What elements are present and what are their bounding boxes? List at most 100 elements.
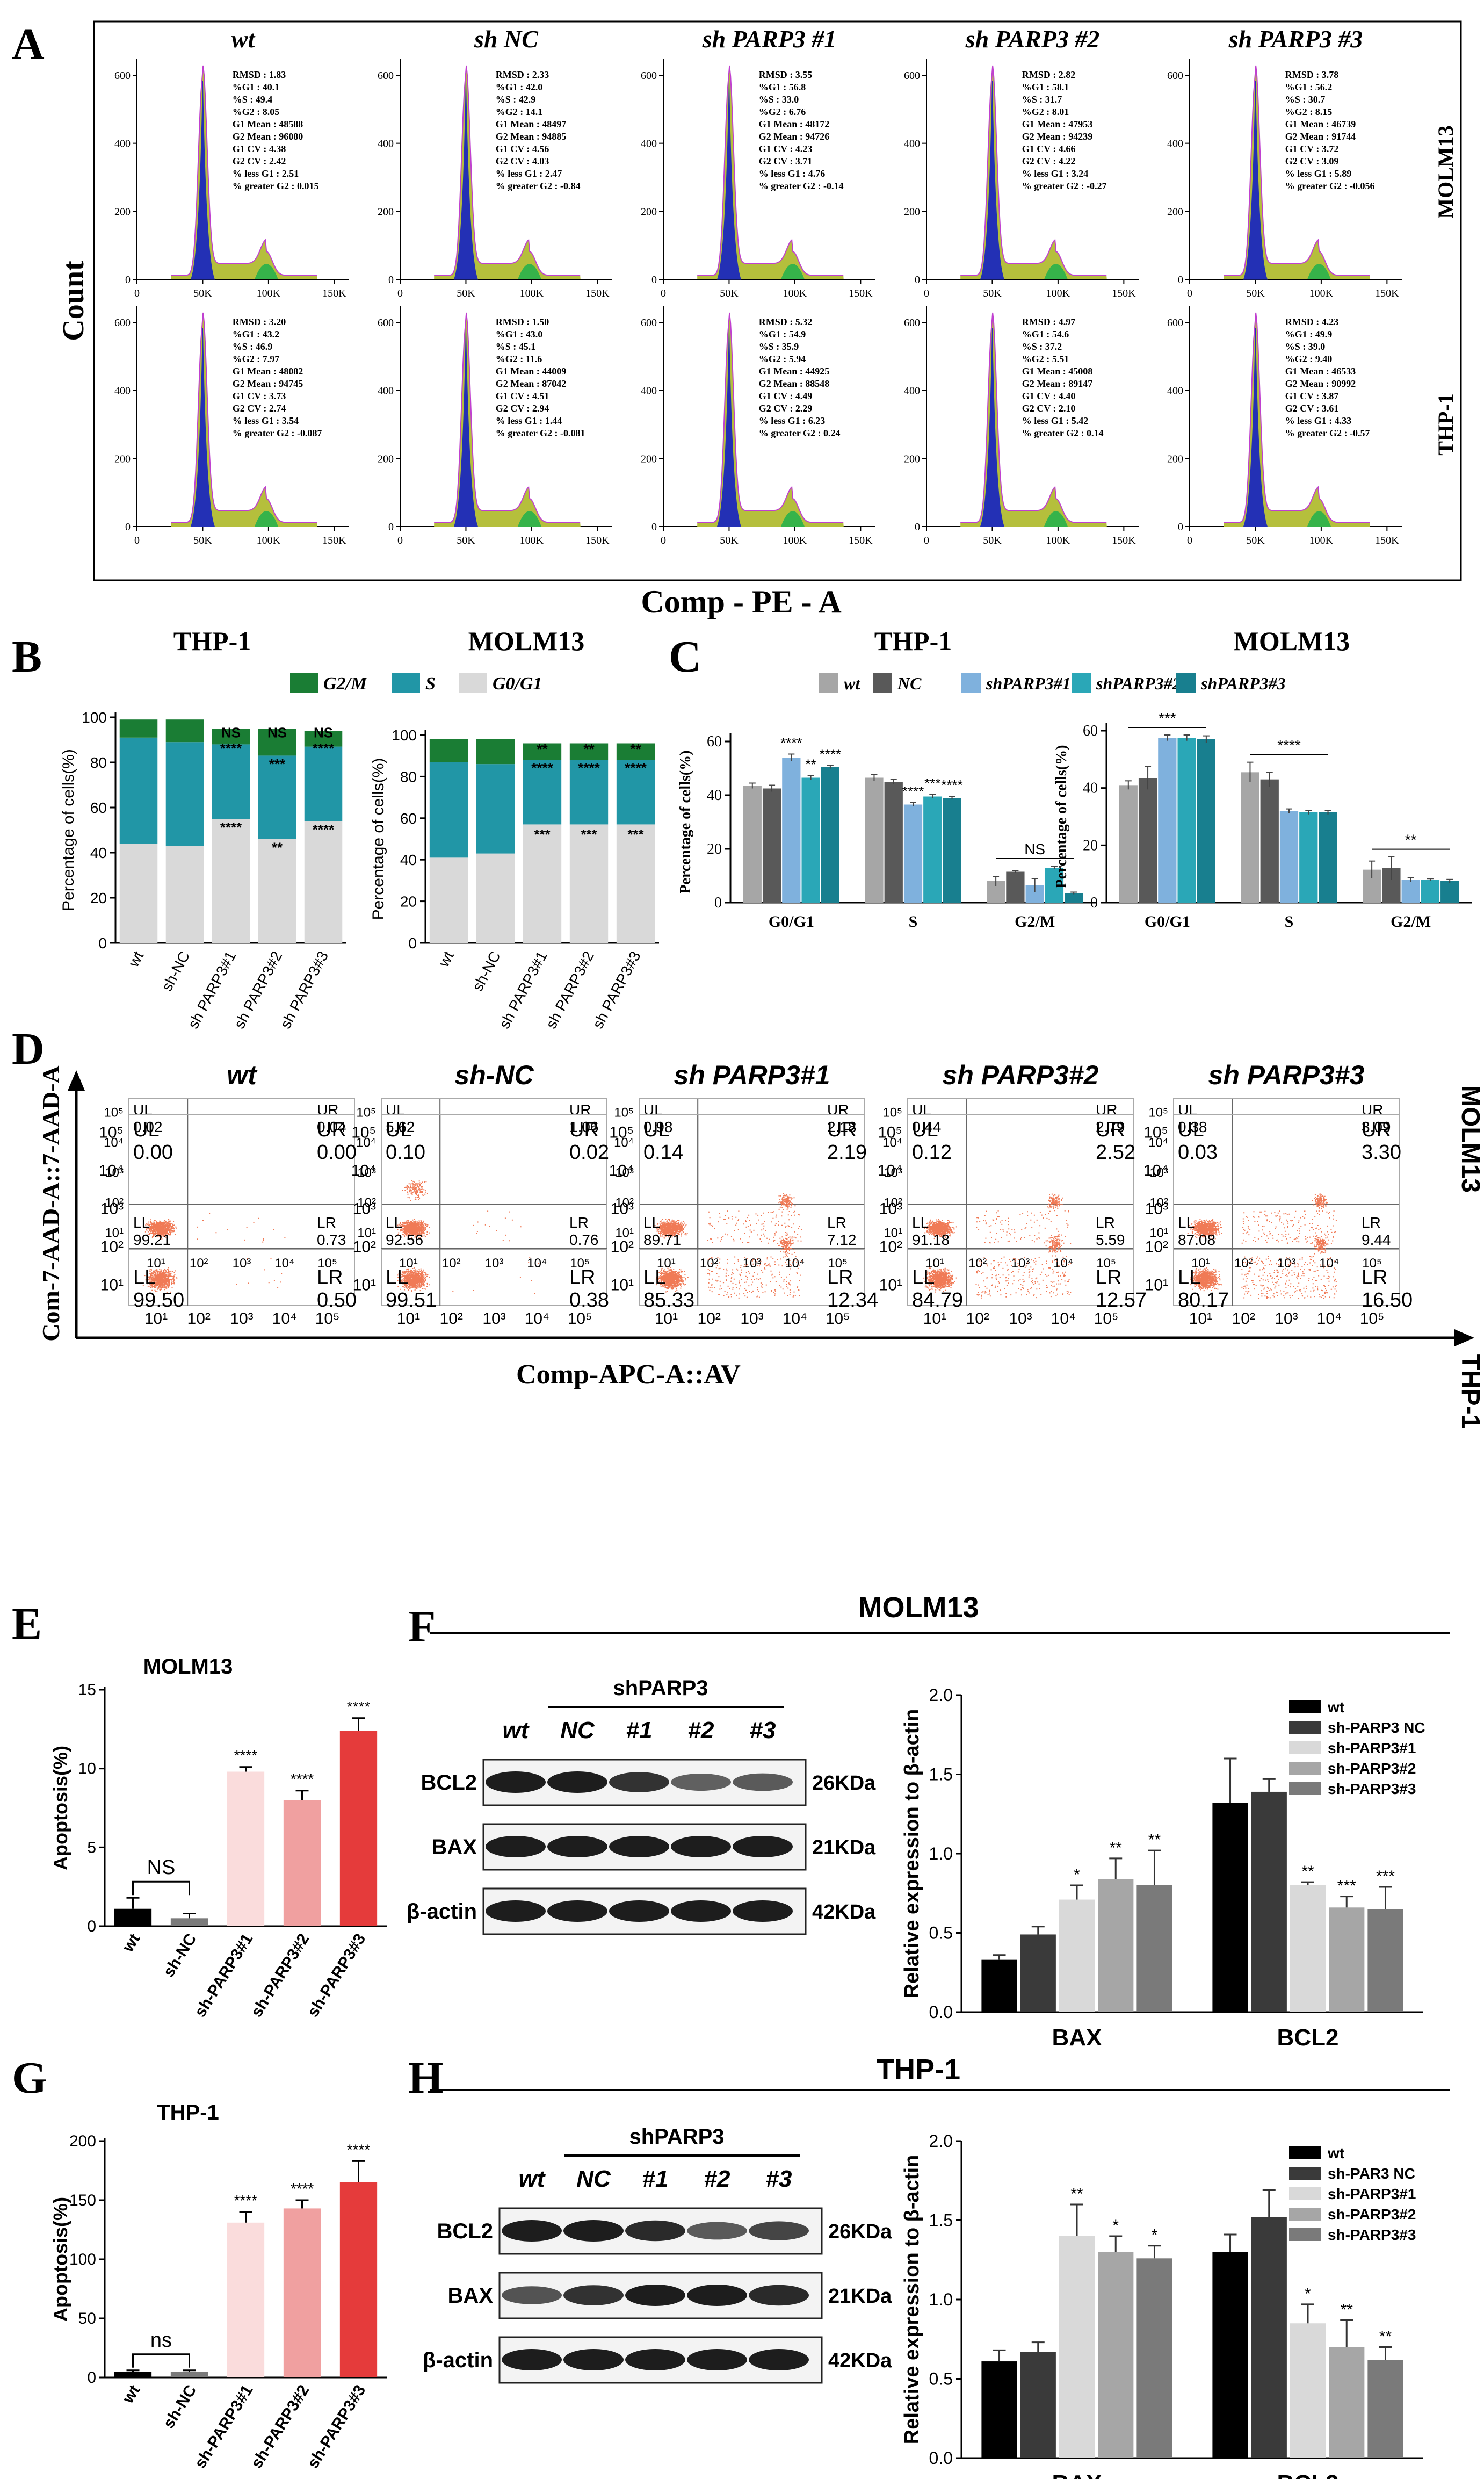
stacked-bar-segment (165, 742, 204, 846)
histogram-g1-peak (716, 80, 742, 280)
histogram-y-tick-label: 0 (388, 521, 394, 533)
grouped-bar (801, 777, 820, 903)
panel-d-row-label-molm13: MOLM13 (1456, 1085, 1484, 1193)
grouped-significance: **** (780, 735, 802, 751)
histogram-fit-line (171, 65, 317, 276)
expr-bar (1290, 2323, 1326, 2458)
histogram-y-tick-label: 400 (114, 138, 131, 150)
stacked-bar-segment (476, 739, 515, 765)
dot-plot-y-tick-label: 10³ (884, 1166, 902, 1180)
histogram-stat-line: % less G1 : 6.23 (759, 415, 826, 426)
expr-bar (1367, 1909, 1403, 2012)
blot-band (625, 2285, 685, 2306)
dot-plot-quadrant-value: 2.79 (1096, 1119, 1125, 1135)
expr-bar (1251, 2217, 1287, 2458)
dot-plot-quadrant-value: 0.00 (133, 1141, 173, 1164)
apoptosis-bar (227, 2222, 265, 2377)
histogram-y-tick-label: 0 (1178, 521, 1183, 533)
stacked-bar-segment (429, 762, 468, 858)
expr-legend-swatch (1289, 1741, 1321, 1754)
expr-bar (1251, 1791, 1287, 2012)
histogram-y-tick-label: 0 (388, 274, 394, 286)
blot-band (749, 2349, 809, 2370)
expr-ylabel: Relative expression to β-actin (901, 1709, 923, 1998)
histogram-y-tick-label: 400 (114, 385, 131, 397)
dot-plot-x-tick-label: 10⁵ (1094, 1310, 1119, 1328)
dot-plot-quadrant-name: LL (386, 1266, 408, 1289)
dot-plot-quadrant-value: 0.44 (912, 1119, 942, 1135)
dot-plot-quadrant-value: 0.02 (569, 1141, 609, 1164)
histogram-stat-line: G1 CV : 4.56 (496, 143, 549, 154)
histogram-stat-line: %G1 : 54.6 (1022, 329, 1069, 340)
panel-d-xlabel: Comp-APC-A::AV (516, 1359, 741, 1390)
blot-size-label: 26KDa (812, 1772, 876, 1795)
dot-plot-y-tick-label: 10³ (1149, 1166, 1168, 1180)
histogram-x-tick-label: 150K (585, 287, 610, 299)
grouped-bar (1006, 871, 1025, 903)
apoptosis-x-tick-label: sh-PARP3#1 (191, 1930, 256, 2020)
blot-band (547, 1771, 607, 1793)
legend-label-g2m: G2/M (323, 674, 368, 694)
stacked-bar-segment (304, 731, 343, 747)
panel-d: Com-7-AAD-A::7-AAD-A Comp-APC-A::AV MOLM… (37, 1065, 1484, 1429)
dot-plot-y-tick-label: 10³ (353, 1200, 376, 1218)
dot-plot-x-tick-label: 10² (966, 1310, 989, 1328)
stacked-bar-segment (429, 739, 468, 762)
grouped-bar (923, 796, 942, 903)
western-blot-panelH: shPARP3 wt NC #1 #2 #3 BCL2 26KDa BAX 21KDa β-acti… (423, 2125, 892, 2384)
stacked-significance: *** (581, 826, 597, 842)
histogram-stat-line: RMSD : 4.23 (1285, 316, 1339, 327)
stacked-y-tick-label: 60 (90, 799, 107, 816)
histogram-x-tick-label: 50K (457, 287, 475, 299)
histogram-g1-peak (453, 327, 479, 527)
histogram-column-title: sh PARP3 #1 (702, 25, 837, 53)
stacked-bar-segment (616, 760, 655, 825)
dot-plot-quadrant-name: UL (133, 1101, 153, 1118)
histogram-stat-line: %G1 : 54.9 (759, 329, 806, 340)
grouped-significance: **** (902, 783, 924, 799)
dot-plot-x-tick-label: 10³ (485, 1256, 504, 1271)
histogram-y-tick-label: 400 (904, 385, 920, 397)
dot-plot-quadrant-value: 80.17 (1178, 1289, 1229, 1311)
grouped-y-tick-label: 20 (707, 841, 722, 857)
stacked-significance: *** (534, 826, 551, 842)
histogram-stat-line: %S : 49.4 (233, 94, 273, 105)
dot-plot-quadrant-value: 92.56 (386, 1231, 423, 1248)
expr-legend-label: sh-PARP3 NC (1328, 1719, 1425, 1736)
dot-plot-y-tick-label: 10⁵ (614, 1106, 634, 1120)
apoptosis-significance: **** (291, 1771, 314, 1788)
dot-plot-y-tick-label: 10⁴ (882, 1136, 902, 1150)
panel-a: Count Comp - PE - A MOLM13 THP-1 (57, 20, 1462, 619)
panel-a-frame (93, 20, 1462, 581)
apoptosis-x-tick-label: wt (119, 1930, 143, 1956)
dot-plot-quadrant-name: LL (643, 1266, 666, 1289)
histogram-stat-line: G2 Mean : 94885 (496, 131, 566, 142)
grouped-significance: ** (805, 756, 816, 773)
dot-plot-x-tick-label: 10⁴ (1317, 1310, 1342, 1328)
histogram-g1-peak (190, 327, 215, 527)
histogram-y-tick-label: 200 (1167, 206, 1183, 218)
grouped-bar (1421, 880, 1440, 903)
histogram-g1-peak (980, 80, 1005, 280)
histogram-stat-line: G2 Mean : 91744 (1285, 131, 1356, 142)
dot-plot-x-tick-label: 10⁵ (1360, 1310, 1385, 1328)
dot-plot-x-tick-label: 10¹ (925, 1256, 944, 1271)
histogram-y-tick-label: 0 (651, 521, 657, 533)
dot-plot-x-tick-label: 10⁴ (785, 1256, 805, 1271)
dot-plot-quadrant-name: LR (317, 1214, 336, 1231)
histogram-stat-line: %S : 42.9 (496, 94, 536, 105)
blot-protein-label: BAX (432, 1835, 477, 1859)
panel-d-row-label-thp1: THP-1 (1456, 1354, 1484, 1429)
dot-plot-x-tick-label: 10⁵ (828, 1256, 848, 1271)
histogram-y-tick-label: 600 (641, 317, 657, 329)
dot-plot-x-tick-label: 10⁵ (826, 1310, 850, 1328)
panel-f-title: MOLM13 (858, 1591, 979, 1624)
dot-plot-x-tick-label: 10³ (1009, 1310, 1032, 1328)
histogram-stat-line: RMSD : 1.50 (496, 316, 549, 327)
dot-plot-quadrant-name: UR (1362, 1101, 1383, 1118)
blot-band (563, 2220, 624, 2242)
grouped-significance: *** (924, 775, 940, 791)
blot-band (486, 1900, 546, 1922)
histogram-y-tick-label: 0 (915, 274, 920, 286)
dot-plot-quadrant-value: 2.18 (827, 1119, 857, 1135)
